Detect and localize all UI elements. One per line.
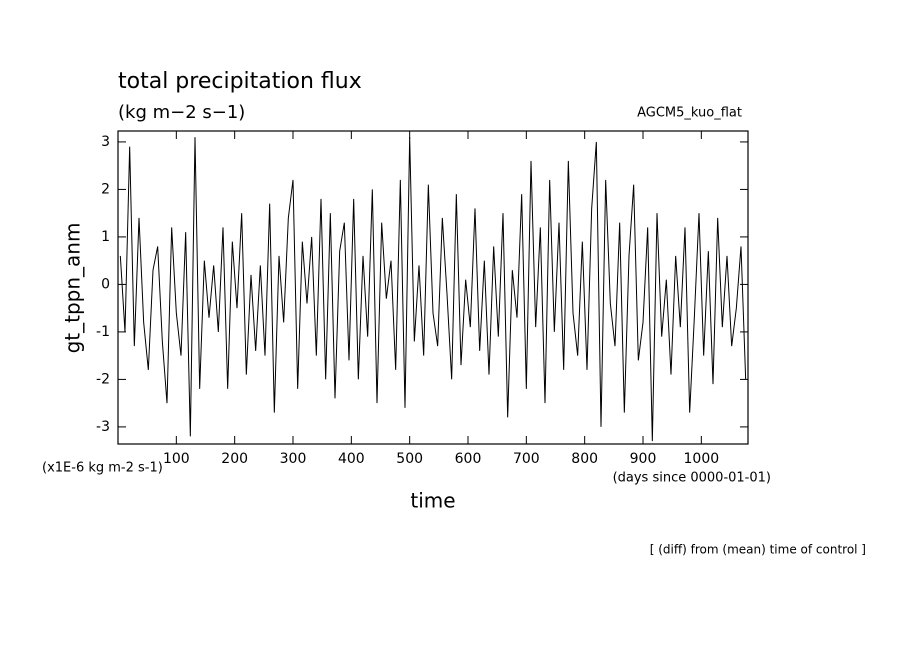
chart-subtitle: (kg m−2 s−1) xyxy=(118,102,245,123)
y-unit-note: (x1E-6 kg m-2 s-1) xyxy=(42,461,163,476)
y-axis-label: gt_tppn_anm xyxy=(61,223,85,354)
y-tick-label: -3 xyxy=(96,419,110,435)
x-unit-note: (days since 0000-01-01) xyxy=(613,471,771,486)
data-line xyxy=(119,137,747,442)
x-axis-label: time xyxy=(410,489,455,513)
x-tick-label: 400 xyxy=(338,451,365,467)
x-tick-label: 700 xyxy=(513,451,540,467)
x-tick-label: 600 xyxy=(455,451,482,467)
x-tick-label: 800 xyxy=(571,451,598,467)
y-tick-label: 0 xyxy=(101,276,110,292)
x-tick-label: 100 xyxy=(163,451,190,467)
annotation: AGCM5_kuo_flat xyxy=(637,106,742,121)
y-tick-label: 1 xyxy=(101,229,110,245)
x-tick-label: 300 xyxy=(280,451,307,467)
plot-frame xyxy=(117,130,749,445)
chart-title: total precipitation flux xyxy=(118,69,362,94)
x-tick-label: 900 xyxy=(630,451,657,467)
x-tick-label: 200 xyxy=(221,451,248,467)
x-tick-label: 1000 xyxy=(684,451,720,467)
y-tick-label: 3 xyxy=(101,134,110,150)
y-tick-label: 2 xyxy=(101,181,110,197)
y-tick-label: -2 xyxy=(96,371,110,387)
footer-note: [ (diff) from (mean) time of control ] xyxy=(650,543,866,557)
x-tick-label: 500 xyxy=(396,451,423,467)
y-tick-label: -1 xyxy=(96,324,110,340)
